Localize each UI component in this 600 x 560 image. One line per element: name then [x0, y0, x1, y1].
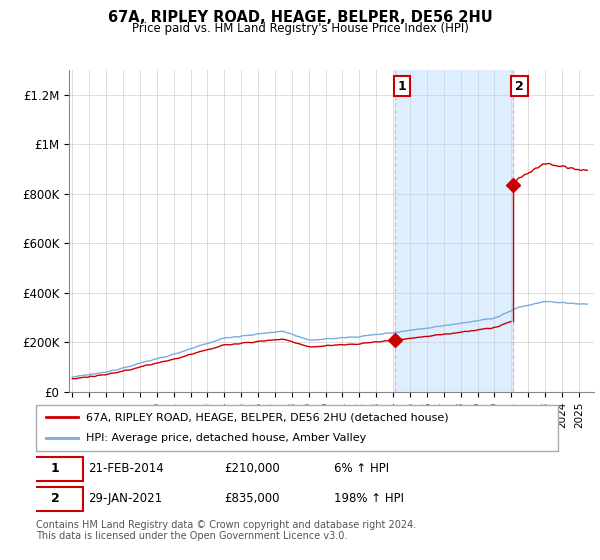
- FancyBboxPatch shape: [28, 456, 83, 481]
- Text: 21-FEB-2014: 21-FEB-2014: [88, 462, 164, 475]
- Text: £835,000: £835,000: [224, 492, 280, 506]
- Text: 67A, RIPLEY ROAD, HEAGE, BELPER, DE56 2HU: 67A, RIPLEY ROAD, HEAGE, BELPER, DE56 2H…: [107, 10, 493, 25]
- Text: 6% ↑ HPI: 6% ↑ HPI: [334, 462, 389, 475]
- Bar: [395, 70, 512, 392]
- Text: 29-JAN-2021: 29-JAN-2021: [88, 492, 163, 506]
- FancyBboxPatch shape: [28, 487, 83, 511]
- FancyBboxPatch shape: [36, 405, 558, 451]
- Text: Contains HM Land Registry data © Crown copyright and database right 2024.
This d: Contains HM Land Registry data © Crown c…: [36, 520, 416, 542]
- Text: 198% ↑ HPI: 198% ↑ HPI: [334, 492, 404, 506]
- Text: 1: 1: [398, 80, 406, 92]
- Text: 1: 1: [51, 462, 59, 475]
- Text: Price paid vs. HM Land Registry's House Price Index (HPI): Price paid vs. HM Land Registry's House …: [131, 22, 469, 35]
- Text: 2: 2: [515, 80, 524, 92]
- Text: 2: 2: [51, 492, 59, 506]
- Text: 67A, RIPLEY ROAD, HEAGE, BELPER, DE56 2HU (detached house): 67A, RIPLEY ROAD, HEAGE, BELPER, DE56 2H…: [86, 412, 448, 422]
- Text: HPI: Average price, detached house, Amber Valley: HPI: Average price, detached house, Ambe…: [86, 433, 366, 444]
- Text: £210,000: £210,000: [224, 462, 280, 475]
